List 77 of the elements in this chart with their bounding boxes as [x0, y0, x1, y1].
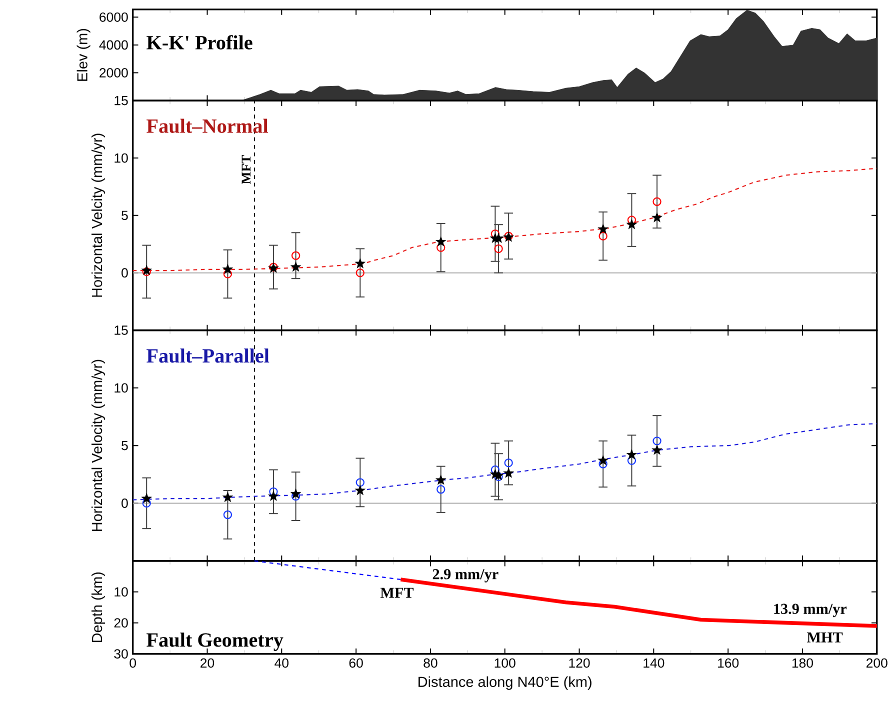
point	[652, 445, 662, 455]
point	[291, 251, 300, 260]
y-axis-title: Depth (km)	[92, 572, 106, 642]
point	[598, 460, 608, 469]
point	[142, 499, 151, 508]
y-tick-label: 10	[114, 154, 128, 163]
y-tick-label: 5	[122, 441, 128, 450]
point	[652, 436, 662, 446]
point	[290, 488, 301, 499]
annotation: 2.9 mm/yr	[432, 569, 498, 583]
y-tick-label: 10	[114, 587, 128, 597]
point	[290, 262, 301, 272]
point	[494, 472, 503, 482]
point	[494, 244, 503, 254]
point	[223, 270, 232, 279]
point	[598, 232, 608, 241]
y-tick-label: 5	[122, 211, 128, 220]
y-tick-label: 15	[114, 326, 128, 336]
x-tick-label: 180	[792, 658, 813, 668]
y-tick-label: 30	[114, 649, 128, 659]
point	[627, 456, 636, 466]
y-tick-label: 4000	[99, 40, 128, 50]
point	[268, 491, 279, 501]
point	[356, 268, 364, 278]
annotation: MHT	[806, 632, 843, 643]
x-tick-label: 0	[130, 658, 136, 668]
text: Fault–Normal	[146, 118, 268, 134]
x-axis-title: Distance along N40°E (km)	[418, 676, 592, 690]
point	[493, 233, 504, 243]
y-tick-label: 0	[122, 268, 128, 278]
y-axis-title: Horizontal Velocity (mm/yr)	[92, 360, 106, 532]
point	[222, 264, 233, 274]
point	[222, 492, 233, 502]
x-tick-label: 20	[200, 658, 214, 668]
point	[598, 455, 608, 466]
point	[598, 224, 608, 234]
y-tick-label: 2000	[100, 68, 128, 78]
annotation: MFT	[380, 588, 414, 598]
point	[223, 510, 232, 520]
y-axis-title: Horizontal Velcity (mm/yr)	[92, 134, 106, 297]
point	[504, 468, 514, 478]
point	[356, 478, 364, 487]
point	[355, 258, 366, 268]
point	[436, 475, 446, 485]
x-tick-label: 100	[494, 658, 516, 668]
x-tick-label: 160	[718, 658, 739, 668]
y-tick-label: 0	[122, 498, 128, 508]
x-tick-label: 60	[349, 658, 363, 668]
annotation: 13.9 mm/yr	[774, 604, 847, 618]
x-tick-label: 80	[424, 658, 438, 668]
x-tick-label: 140	[644, 658, 664, 668]
point	[504, 458, 513, 468]
point	[626, 450, 637, 460]
point	[652, 197, 662, 206]
point	[436, 243, 446, 252]
point	[142, 268, 151, 276]
y-tick-label: 6000	[100, 12, 128, 22]
y-tick-label: 15	[114, 96, 128, 106]
y-tick-label: 20	[114, 618, 128, 628]
point	[436, 485, 446, 494]
x-tick-label: 200	[866, 658, 888, 668]
point	[291, 492, 300, 501]
x-tick-label: 40	[274, 658, 288, 668]
point	[626, 219, 637, 230]
x-tick-label: 120	[569, 658, 590, 668]
text: Fault Geometry	[146, 632, 284, 652]
text: K-K' Profile	[146, 35, 252, 50]
y-axis-title: Elev (m)	[76, 29, 90, 82]
point	[355, 485, 366, 496]
line-series	[132, 423, 878, 501]
ref-line-label: MFT	[242, 155, 250, 184]
point	[652, 212, 662, 222]
y-tick-label: 10	[114, 383, 128, 393]
point	[142, 265, 152, 276]
text: Fault–Parallel	[146, 348, 270, 363]
point	[142, 493, 152, 504]
point	[436, 236, 446, 246]
